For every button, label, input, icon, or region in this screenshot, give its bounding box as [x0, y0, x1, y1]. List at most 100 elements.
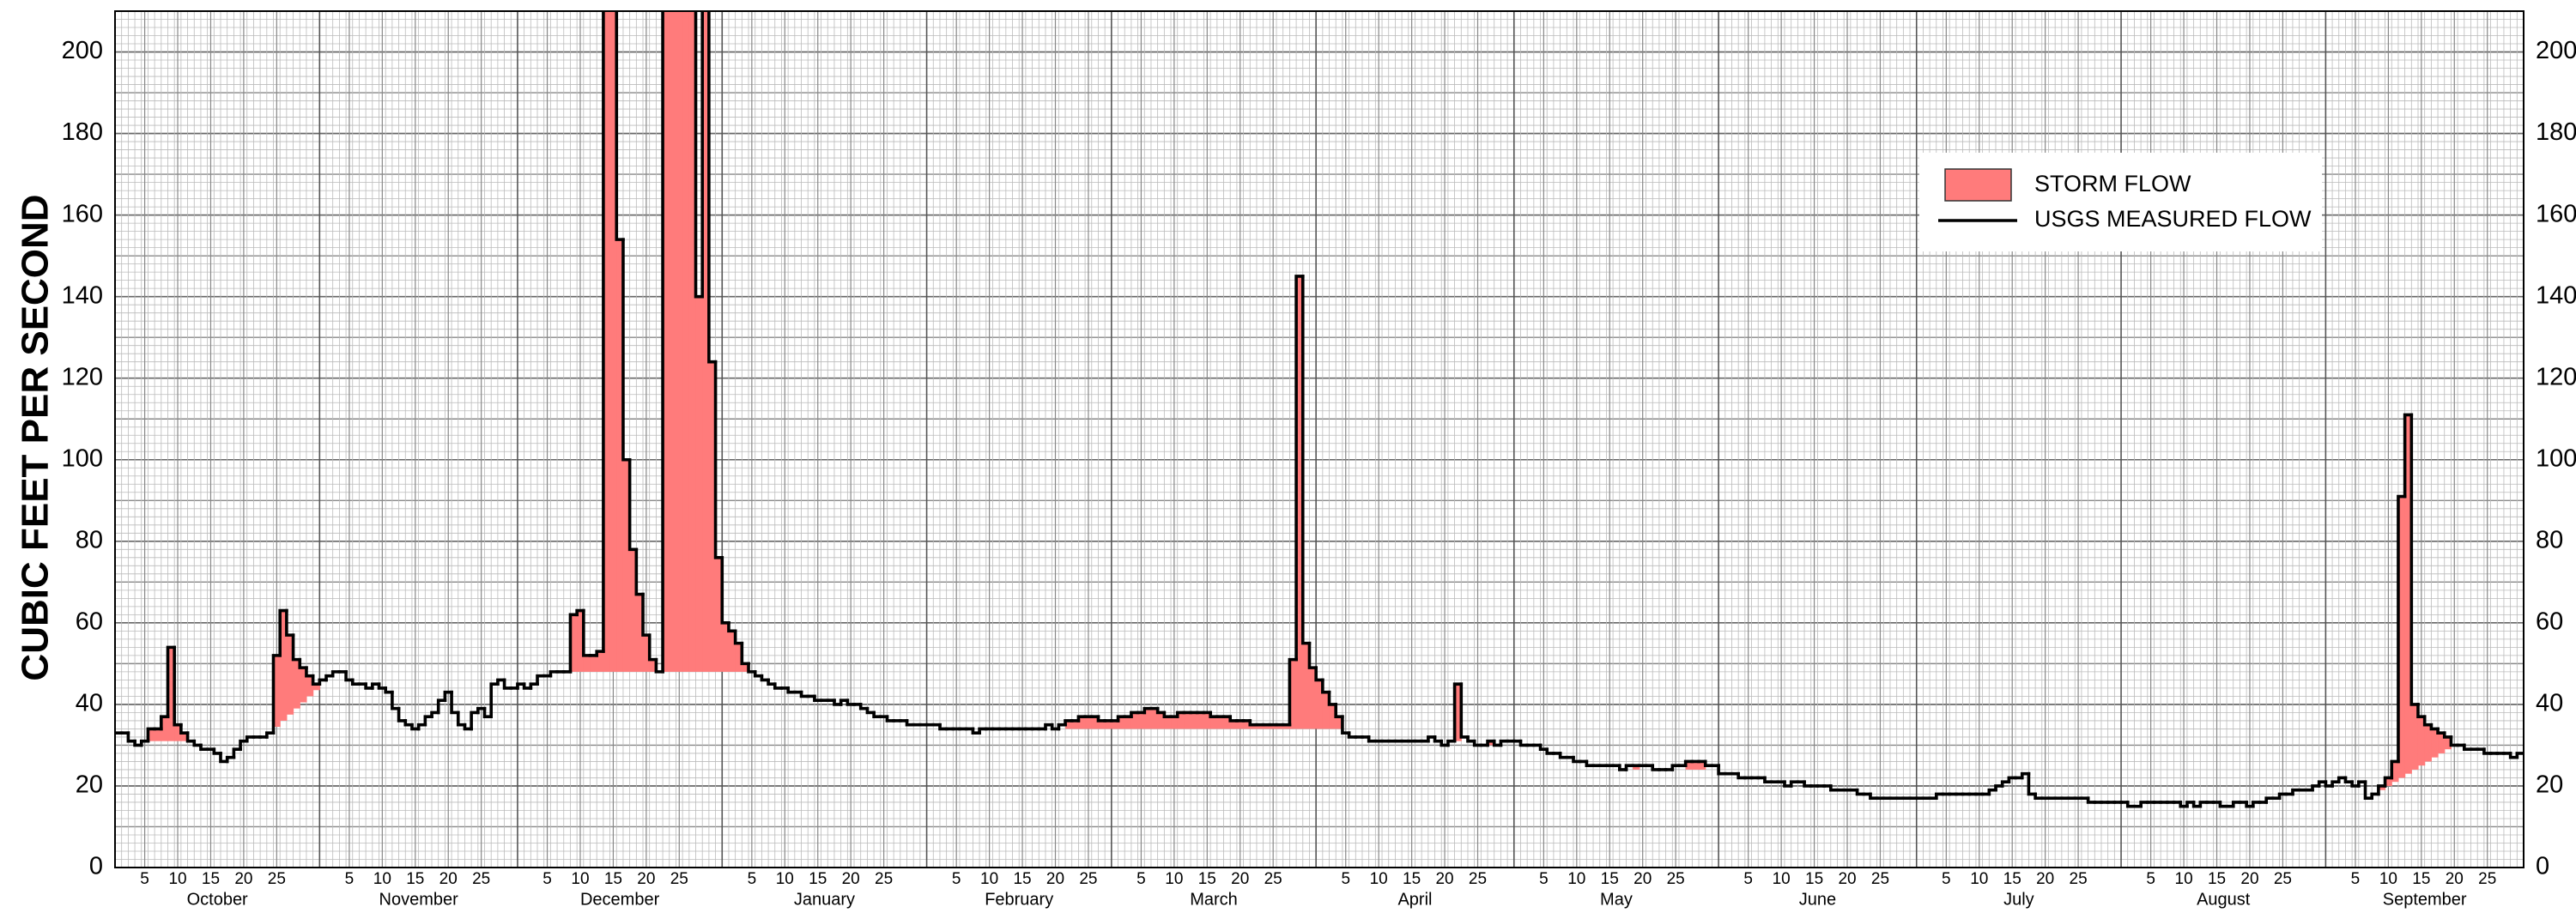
x-tick-label: 10 — [571, 870, 589, 888]
flow-step — [2277, 792, 2288, 801]
flow-step — [502, 678, 513, 690]
flow-step — [2034, 792, 2044, 801]
flow-step — [733, 629, 744, 645]
storm-flow-bar — [682, 11, 690, 672]
storm-flow-bar — [1329, 704, 1336, 729]
flow-step — [1617, 764, 1628, 771]
x-tick-label: 10 — [2175, 870, 2193, 888]
x-tick-label: 15 — [406, 870, 424, 888]
storm-flow-bar — [1250, 724, 1258, 729]
storm-flow-bar — [1197, 712, 1205, 729]
x-tick-label: 15 — [809, 870, 827, 888]
storm-flow-bar — [728, 631, 736, 672]
flow-step — [173, 645, 183, 727]
storm-flow-bar — [603, 11, 611, 672]
storm-flow-bar — [676, 11, 683, 672]
x-tick-label: 5 — [345, 870, 355, 888]
storm-flow-bar — [715, 557, 723, 672]
storm-flow-bar — [1164, 716, 1172, 729]
flow-step — [2245, 801, 2255, 808]
x-tick-label: 25 — [268, 870, 286, 888]
y-tick-label-right: 180 — [2536, 118, 2576, 146]
flow-step — [344, 670, 355, 682]
flow-step — [2377, 784, 2387, 796]
month-label: July — [2003, 890, 2034, 909]
x-tick-label: 10 — [373, 870, 391, 888]
flow-step — [298, 657, 308, 669]
storm-flow-bar — [1263, 724, 1270, 729]
flow-step — [2218, 801, 2228, 808]
x-tick-label: 10 — [776, 870, 794, 888]
flow-step — [430, 710, 440, 718]
x-tick-label: 20 — [1435, 870, 1453, 888]
flow-step — [192, 739, 203, 747]
storm-flow-bar — [2444, 736, 2452, 750]
flow-step — [2390, 759, 2400, 780]
month-label: February — [985, 890, 1053, 909]
storm-flow-bar — [1302, 643, 1311, 729]
flow-step — [318, 678, 328, 686]
storm-flow-bar — [312, 684, 320, 691]
flow-step — [126, 731, 136, 743]
storm-flow-bar — [609, 11, 617, 672]
flow-step — [978, 727, 988, 735]
flow-step — [278, 608, 288, 657]
flow-step — [2422, 715, 2434, 727]
flow-step — [707, 11, 718, 364]
x-tick-label: 5 — [952, 870, 961, 888]
x-tick-label: 15 — [2003, 870, 2021, 888]
storm-flow-bar — [293, 659, 300, 709]
flow-step — [185, 731, 197, 743]
storm-flow-bar — [1633, 765, 1640, 770]
flow-step — [1789, 780, 1800, 788]
flow-step — [1624, 764, 1634, 771]
flow-step — [1300, 275, 1312, 645]
x-tick-label: 25 — [670, 870, 688, 888]
storm-flow-bar — [1065, 720, 1073, 729]
y-tick-label: 200 — [62, 37, 103, 64]
storm-flow-bar — [1191, 712, 1198, 729]
storm-flow-bar — [1296, 275, 1304, 729]
flow-step — [410, 723, 421, 731]
storm-flow-bar — [148, 729, 155, 741]
storm-flow-bar — [2385, 777, 2392, 786]
x-tick-label: 15 — [604, 870, 622, 888]
flow-step — [1518, 739, 1529, 747]
storm-flow-bar — [161, 716, 169, 741]
x-tick-label: 10 — [2379, 870, 2397, 888]
flow-step — [2000, 780, 2011, 788]
flow-step — [647, 633, 658, 662]
storm-flow-bar — [1316, 680, 1324, 729]
x-tick-label: 25 — [2070, 870, 2088, 888]
flow-step — [1703, 759, 1714, 767]
flow-step — [713, 360, 724, 559]
y-tick-label-right: 140 — [2536, 281, 2576, 309]
plot-area — [115, 11, 2524, 808]
flow-step — [700, 11, 705, 299]
flow-step — [833, 698, 843, 706]
x-tick-label: 10 — [1165, 870, 1183, 888]
flow-step — [219, 752, 229, 764]
plot-frame — [114, 10, 2524, 868]
flow-step — [350, 678, 361, 686]
flow-step — [1558, 752, 1569, 759]
flow-step — [1155, 706, 1167, 715]
x-tick-label: 5 — [748, 870, 757, 888]
flow-step — [575, 608, 585, 617]
storm-flow-bar — [1210, 716, 1218, 729]
storm-flow-bar — [583, 655, 591, 672]
month-label: April — [1397, 890, 1432, 909]
storm-flow-bar — [702, 11, 710, 672]
storm-flow-bar — [273, 655, 281, 728]
flow-step — [305, 666, 315, 678]
flow-step — [403, 719, 414, 727]
flow-step — [1064, 719, 1074, 727]
x-tick-label: 25 — [1667, 870, 1685, 888]
x-tick-label: 20 — [1633, 870, 1652, 888]
flow-step — [2331, 780, 2341, 788]
storm-flow-bar — [2411, 704, 2419, 770]
storm-flow-bar — [636, 594, 644, 672]
flow-step — [1314, 666, 1324, 682]
flow-step — [482, 706, 493, 718]
